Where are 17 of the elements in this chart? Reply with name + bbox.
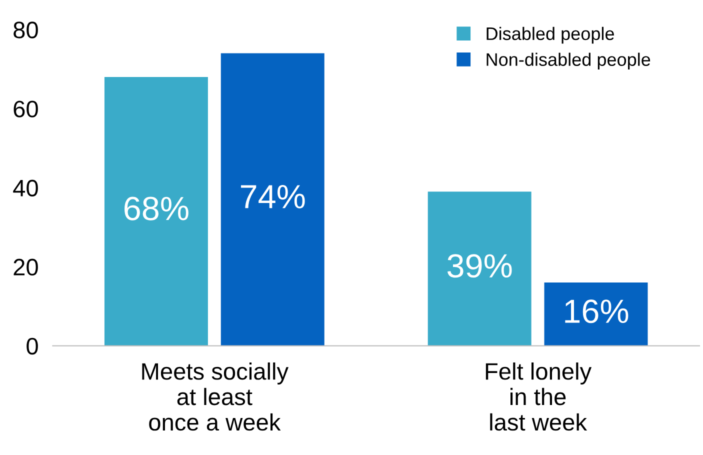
- legend-label: Disabled people: [486, 26, 614, 44]
- y-tick-label: 80: [14, 22, 38, 38]
- x-tick-label: Meets socially at least once a week: [142, 362, 289, 431]
- legend-label: Non-disabled people: [486, 52, 650, 70]
- y-tick-label: 20: [14, 258, 38, 276]
- bar: [428, 192, 532, 346]
- bar: [104, 77, 208, 346]
- bar: [544, 282, 648, 346]
- y-tick-label: 60: [14, 100, 38, 118]
- data-label: 68%: [124, 196, 188, 220]
- y-tick-label: 40: [13, 180, 38, 196]
- data-label: 16%: [565, 300, 628, 324]
- bar: [220, 53, 324, 346]
- data-label: 74%: [240, 185, 305, 208]
- y-tick-label: 0: [26, 338, 38, 355]
- x-tick-label: Felt lonely in the last week: [486, 362, 592, 431]
- data-label: 39%: [448, 254, 512, 278]
